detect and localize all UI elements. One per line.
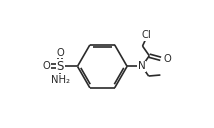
Text: O: O: [43, 61, 51, 71]
Text: N: N: [138, 61, 146, 71]
Text: NH₂: NH₂: [51, 75, 70, 85]
Text: O: O: [163, 54, 171, 64]
Text: O: O: [56, 48, 64, 58]
Text: Cl: Cl: [141, 30, 151, 40]
Text: S: S: [57, 60, 64, 73]
